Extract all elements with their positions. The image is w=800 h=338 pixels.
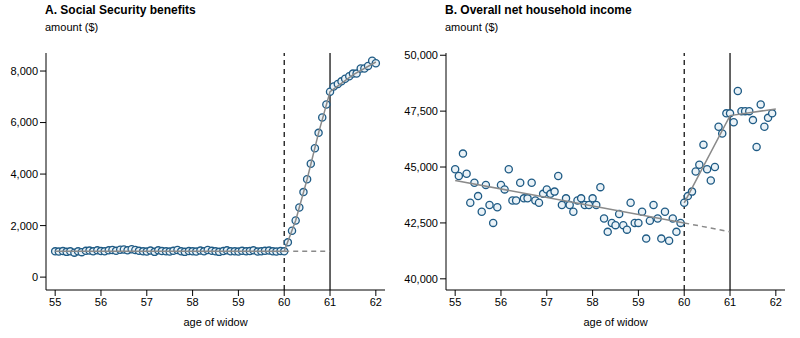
svg-text:40,000: 40,000: [404, 273, 438, 285]
svg-text:62: 62: [770, 296, 782, 308]
svg-text:6,000: 6,000: [10, 116, 38, 128]
svg-text:50,000: 50,000: [404, 49, 438, 61]
svg-text:58: 58: [186, 296, 198, 308]
svg-text:58: 58: [586, 296, 598, 308]
svg-text:61: 61: [324, 296, 336, 308]
svg-text:42,500: 42,500: [404, 217, 438, 229]
svg-text:47,500: 47,500: [404, 105, 438, 117]
svg-text:age of widow: age of widow: [583, 316, 647, 328]
svg-text:0: 0: [32, 271, 38, 283]
svg-text:45,000: 45,000: [404, 161, 438, 173]
svg-text:age of widow: age of widow: [183, 316, 247, 328]
svg-text:8,000: 8,000: [10, 65, 38, 77]
html-text:A. Social Security benefits: A. Social Security benefits: [45, 3, 196, 17]
svg-text:62: 62: [370, 296, 382, 308]
svg-text:57: 57: [141, 296, 153, 308]
svg-text:59: 59: [232, 296, 244, 308]
html-text:amount ($): amount ($): [45, 21, 99, 33]
svg-text:61: 61: [724, 296, 736, 308]
svg-text:59: 59: [632, 296, 644, 308]
svg-text:55: 55: [49, 296, 61, 308]
svg-text:2,000: 2,000: [10, 220, 38, 232]
svg-text:4,000: 4,000: [10, 168, 38, 180]
svg-text:60: 60: [278, 296, 290, 308]
svg-text:56: 56: [495, 296, 507, 308]
svg-text:56: 56: [95, 296, 107, 308]
svg-text:55: 55: [449, 296, 461, 308]
svg-text:60: 60: [678, 296, 690, 308]
svg-text:57: 57: [541, 296, 553, 308]
html-text:B. Overall net household incom: B. Overall net household income: [445, 3, 632, 17]
html-text:amount ($): amount ($): [445, 21, 499, 33]
